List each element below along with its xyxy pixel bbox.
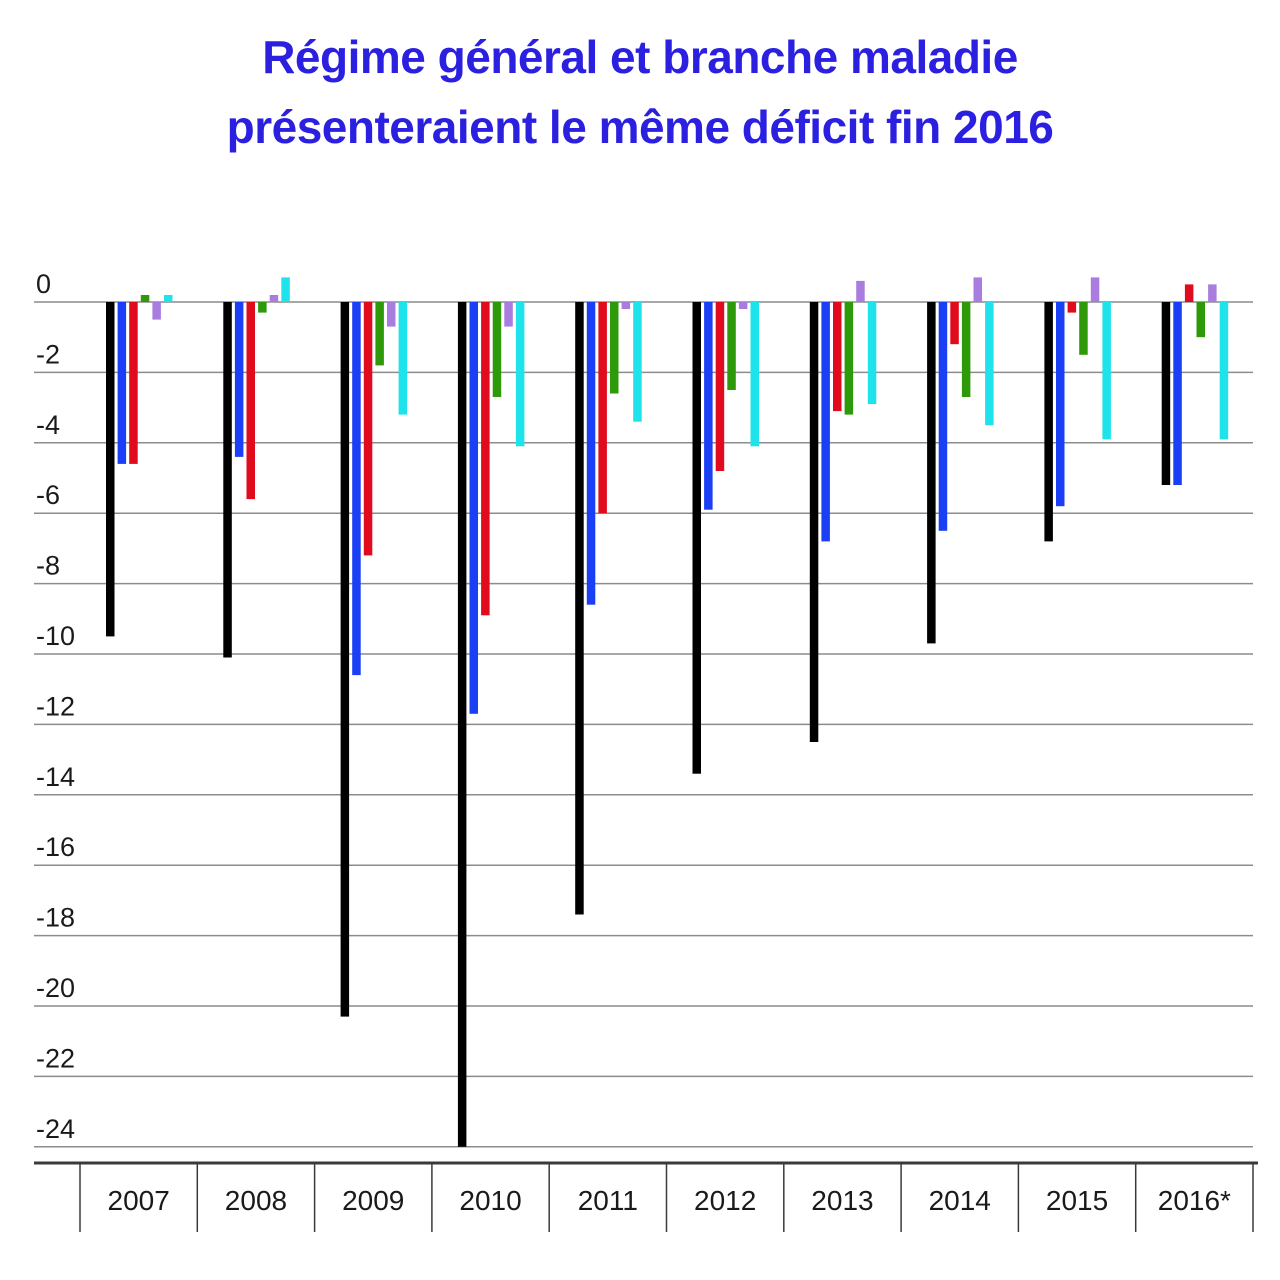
bar [492,302,502,397]
bar [363,302,373,556]
x-category-label: 2016* [1158,1185,1231,1216]
bars [106,277,1229,1147]
bar [117,302,127,464]
bar [1184,284,1194,302]
bar [164,295,173,302]
bar [586,302,596,605]
y-tick-label: -18 [36,903,75,933]
bar [246,302,255,500]
bar [973,277,982,302]
bar [1196,302,1205,338]
bar [833,302,842,412]
bar [1056,302,1065,507]
bar [1044,302,1053,542]
bar [375,302,384,366]
bar [950,302,959,345]
bar [621,302,631,309]
y-tick-label: -8 [36,551,60,581]
chart-title-line-1: Régime général et branche maladie [262,31,1018,83]
bar [481,302,490,616]
x-category-label: 2010 [459,1185,521,1216]
bar [515,302,525,447]
y-tick-label: 0 [36,269,51,299]
bar [469,302,478,714]
bar [340,302,350,1017]
bar [1102,302,1111,440]
bar [821,302,830,542]
bar [867,302,877,405]
y-tick-label: -12 [36,691,75,721]
bar [258,302,267,313]
y-tick-label: -20 [36,973,75,1003]
bar [704,302,713,510]
bar [106,302,115,637]
x-category-label: 2013 [811,1185,873,1216]
x-category-label: 2009 [342,1185,404,1216]
x-category-label: 2012 [694,1185,756,1216]
y-tick-label: -22 [36,1043,75,1073]
bar [234,302,244,457]
bar [1079,302,1088,355]
bar [1161,302,1171,485]
bar [1173,302,1182,485]
bar [1208,284,1217,302]
bar [269,295,279,302]
chart-title-line-2: présenteraient le même déficit fin 2016 [226,101,1054,153]
bar [281,277,290,302]
bar [610,302,619,394]
bar [223,302,232,658]
bar [692,302,701,774]
bar [575,302,584,915]
bar [457,302,467,1147]
y-tick-label: -24 [36,1114,75,1144]
y-tick-label: -16 [36,832,75,862]
x-category-label: 2014 [929,1185,991,1216]
x-category-label: 2015 [1046,1185,1108,1216]
bar [727,302,736,390]
bar [985,302,994,426]
y-tick-label: -2 [36,339,60,369]
chart-title: Régime général et branche maladie présen… [0,22,1280,162]
bar [140,295,150,302]
bar [129,302,138,464]
bar [844,302,854,415]
y-axis-tick-labels: 0 -2 -4 -6 -8 -10 -12 -14 -16 -18 -20 -22 -24 [36,269,75,1144]
bar [938,302,948,531]
bar [1219,302,1229,440]
bar [715,302,725,471]
bar [856,280,865,302]
y-tick-label: -14 [36,762,75,792]
bar [1090,277,1100,302]
bar [352,302,361,676]
x-axis: 2007 2008 2009 2010 2011 2012 2013 2014 2015 2016… [34,1161,1258,1232]
x-category-label: 2008 [225,1185,287,1216]
bar [504,302,513,327]
bar [927,302,936,644]
bar [738,302,748,309]
bar [750,302,759,447]
bar [598,302,607,514]
y-tick-label: -6 [36,480,60,510]
bar [152,302,161,320]
y-tick-label: -4 [36,410,60,440]
bar [398,302,408,415]
gridlines [34,301,1253,1148]
bar [633,302,642,422]
bar [1067,302,1077,313]
bar [809,302,819,742]
x-category-label: 2011 [578,1185,638,1216]
x-category-label: 2007 [108,1185,170,1216]
y-tick-label: -10 [36,621,75,651]
bar [387,302,396,327]
bar [961,302,971,397]
